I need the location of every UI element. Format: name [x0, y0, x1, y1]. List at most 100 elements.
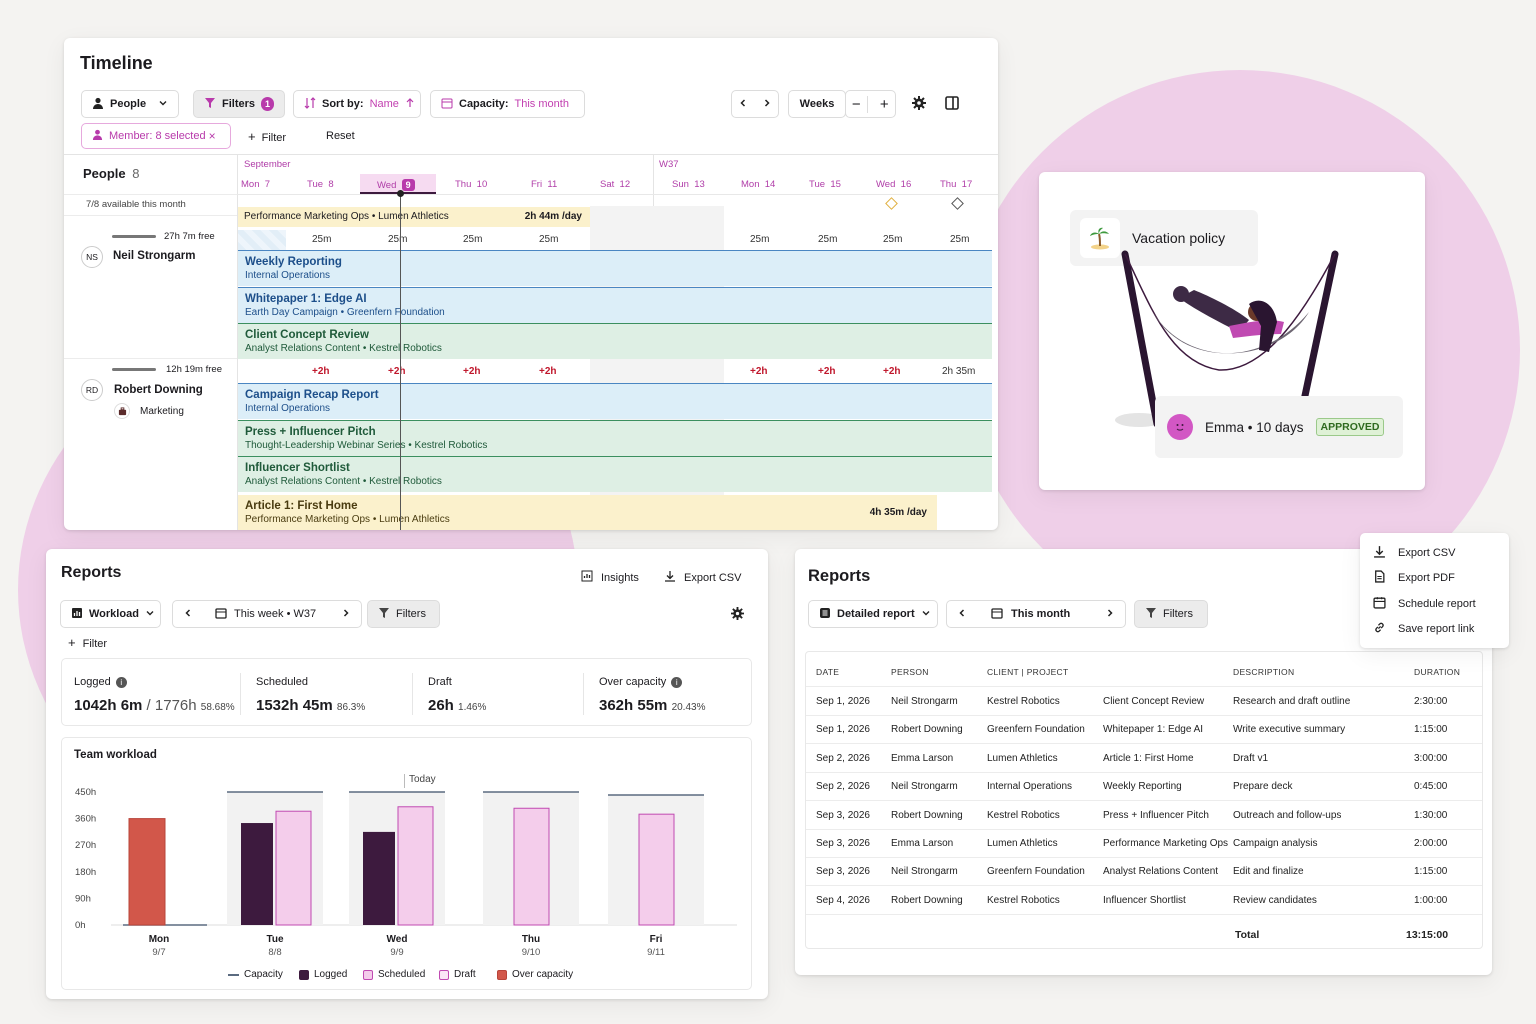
day-header[interactable]: Sat 12	[600, 179, 631, 190]
table-cell: Sep 1, 2026	[816, 696, 870, 707]
export-pdf-menu-item[interactable]: Export PDF	[1373, 570, 1455, 586]
info-icon[interactable]: i	[671, 676, 683, 688]
stat-divider	[583, 673, 584, 715]
row-divider	[806, 828, 1482, 830]
table-header[interactable]: PERSON	[891, 667, 929, 677]
stat-value-draft: 26h 1.46%	[428, 697, 487, 714]
task-subtitle: Internal Operations	[245, 270, 331, 281]
close-icon[interactable]: ×	[208, 129, 216, 143]
table-cell: 1:00:00	[1414, 894, 1448, 906]
member-filter-chip[interactable]: Member: 8 selected ×	[81, 123, 231, 149]
workload-dropdown[interactable]: Workload	[60, 600, 161, 628]
row-divider	[806, 743, 1482, 745]
export-menu	[1360, 533, 1509, 648]
detailed-report-dropdown[interactable]: Detailed report	[808, 600, 938, 628]
day-header[interactable]: Mon 7	[241, 179, 271, 190]
download-icon	[664, 570, 676, 585]
export-csv-menu-item[interactable]: Export CSV	[1373, 545, 1455, 561]
approval-chip[interactable]: Emma • 10 days APPROVED	[1155, 396, 1403, 458]
people-count: 8	[132, 166, 140, 181]
milestone-diamond-icon[interactable]	[885, 197, 898, 210]
task-bar-weekly-reporting[interactable]: Weekly Reporting Internal Operations	[238, 250, 992, 286]
row-divider	[806, 715, 1482, 716]
task-bar-influencer-shortlist[interactable]: Influencer Shortlist Analyst Relations C…	[238, 456, 992, 492]
chevron-right-icon[interactable]	[341, 608, 351, 621]
table-cell: Emma Larson	[891, 838, 954, 849]
capacity-bar	[112, 368, 156, 371]
task-bar-press-pitch[interactable]: Press + Influencer Pitch Thought-Leaders…	[238, 420, 992, 456]
bar-scheduled	[513, 807, 550, 926]
people-dropdown[interactable]: People	[81, 90, 179, 118]
task-bar-campaign-recap[interactable]: Campaign Recap Report Internal Operation…	[238, 383, 992, 419]
chevron-left-icon[interactable]	[738, 98, 748, 111]
table-header[interactable]: DESCRIPTION	[1233, 667, 1295, 677]
day-header[interactable]: Fri 11	[531, 179, 558, 190]
sort-button[interactable]: Sort by: Name	[293, 90, 421, 118]
chevron-right-icon[interactable]	[1105, 608, 1115, 621]
table-cell: Campaign analysis	[1233, 838, 1318, 849]
task-subtitle: Thought-Leadership Webinar Series • Kest…	[245, 440, 488, 451]
day-header[interactable]: Mon 14	[741, 179, 776, 190]
overtime-value: +2h	[463, 366, 481, 377]
filters-button[interactable]: Filters	[367, 600, 440, 628]
vacation-policy-chip[interactable]: Vacation policy	[1070, 210, 1258, 266]
gear-icon[interactable]	[912, 96, 926, 115]
chevron-left-icon[interactable]	[957, 608, 967, 621]
add-filter-button[interactable]: + Filter	[248, 129, 286, 144]
task-title: Client Concept Review	[245, 329, 369, 341]
x-tick-label: Thu 9/10	[521, 934, 541, 958]
insights-button[interactable]: Insights	[581, 570, 639, 585]
task-bar-article-first-home[interactable]: Article 1: First Home Performance Market…	[238, 495, 937, 530]
overtime-value: +2h	[818, 366, 836, 377]
panel-toggle-icon[interactable]	[945, 96, 959, 115]
weeks-button[interactable]: Weeks	[788, 90, 846, 118]
task-title: Weekly Reporting	[245, 256, 342, 268]
x-tick-label: Tue 8/8	[266, 934, 284, 958]
status-badge: APPROVED	[1315, 418, 1385, 436]
team-name: Marketing	[140, 405, 184, 417]
day-header[interactable]: Thu 17	[940, 179, 973, 190]
filters-button[interactable]: Filters 1	[193, 90, 285, 118]
add-filter-button[interactable]: + Filter	[68, 635, 107, 650]
table-header[interactable]: DURATION	[1414, 667, 1461, 677]
save-report-link-menu-item[interactable]: Save report link	[1373, 621, 1474, 637]
stat-label-over-capacity: Over capacity i	[599, 676, 683, 688]
day-header[interactable]: Tue 8	[307, 179, 334, 190]
milestone-diamond-icon[interactable]	[951, 197, 964, 210]
briefcase-icon	[114, 403, 130, 419]
gear-icon[interactable]	[731, 607, 744, 625]
schedule-report-menu-item[interactable]: Schedule report	[1373, 596, 1476, 612]
table-header[interactable]: DATE	[816, 667, 840, 677]
task-bar-performance-ops[interactable]: Performance Marketing Ops • Lumen Athlet…	[238, 207, 590, 227]
nav-prev-next	[731, 90, 779, 118]
filters-button[interactable]: Filters	[1134, 600, 1208, 628]
legend-item: Logged	[299, 969, 347, 980]
day-header[interactable]: Tue 15	[809, 179, 841, 190]
calendar-icon	[1373, 596, 1386, 612]
zoom-out-button[interactable]: −	[846, 95, 868, 113]
menu-label: Export CSV	[1398, 547, 1456, 559]
bar-scheduled	[397, 806, 434, 926]
free-hours: 27h 7m free	[164, 231, 215, 242]
export-csv-button[interactable]: Export CSV	[664, 570, 741, 585]
chevron-left-icon[interactable]	[183, 608, 193, 621]
table-header[interactable]: CLIENT | PROJECT	[987, 667, 1069, 677]
table-cell: Prepare deck	[1233, 781, 1293, 793]
divider	[64, 194, 237, 195]
day-header-today[interactable]: Wed 9	[377, 179, 415, 191]
day-header[interactable]: Wed 16	[876, 179, 912, 190]
calendar-icon	[991, 607, 1003, 622]
capacity-button[interactable]: Capacity: This month	[430, 90, 585, 118]
task-bar-client-concept[interactable]: Client Concept Review Analyst Relations …	[238, 323, 992, 359]
day-header[interactable]: Sun 13	[672, 179, 705, 190]
info-icon[interactable]: i	[115, 676, 127, 688]
person-name[interactable]: Neil Strongarm	[113, 250, 196, 262]
person-name[interactable]: Robert Downing	[114, 384, 203, 396]
zoom-controls: − +	[845, 90, 896, 118]
zoom-in-button[interactable]: +	[879, 95, 889, 113]
day-header[interactable]: Thu 10	[455, 179, 488, 190]
chevron-right-icon[interactable]	[762, 98, 772, 111]
task-bar-whitepaper[interactable]: Whitepaper 1: Edge AI Earth Day Campaign…	[238, 287, 992, 323]
report-table-panel	[805, 651, 1483, 949]
reset-button[interactable]: Reset	[326, 130, 355, 142]
